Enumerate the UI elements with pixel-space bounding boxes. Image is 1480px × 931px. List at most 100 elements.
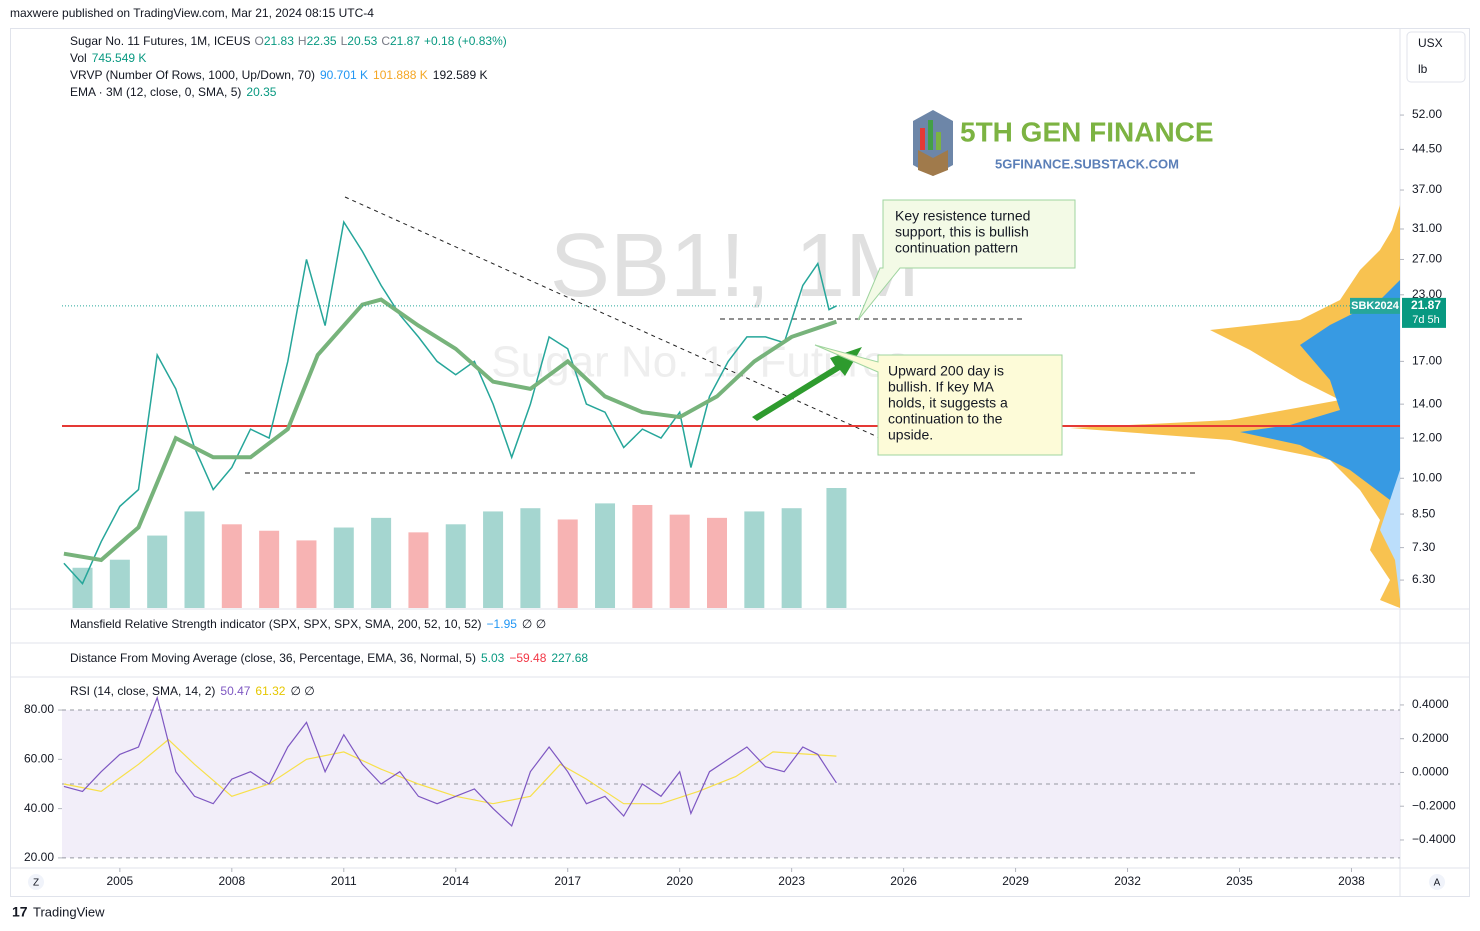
volume-bar [371,517,392,608]
volume-bar [72,567,93,608]
logo-name: 5TH GEN FINANCE [960,116,1214,147]
y-tick-label: 37.00 [1412,182,1442,196]
y-tick-label: 52.00 [1412,107,1442,121]
y-tick-label: 17.00 [1412,354,1442,368]
callout-line: support, this is bullish [895,224,1029,240]
y-tick-label: 44.50 [1412,142,1442,156]
rsi-line [63,695,837,827]
logo-icon [913,110,953,176]
y-tick-label: 10.00 [1412,470,1442,484]
y-tick-label: 12.00 [1412,430,1442,444]
volume-bar [333,527,354,608]
contract-tag [1350,297,1400,314]
y2-tick-label: 0.4000 [1412,697,1449,711]
axis-button[interactable] [28,874,44,890]
contract-label: SBK2024 [1351,300,1400,312]
volume-bar [296,540,317,608]
volume-bar [520,508,541,608]
callout-line: continuation pattern [895,240,1018,256]
indicator-title: Distance From Moving Average (close, 36,… [70,651,588,665]
x-tick-label: 2026 [890,874,917,888]
x-tick-label: 2029 [1002,874,1029,888]
y-tick-label: 6.30 [1412,572,1436,586]
volume-bar [781,508,802,608]
volume-bar [669,514,690,608]
indicator-title: Mansfield Relative Strength indicator (S… [70,617,546,631]
footer-icon: 17 [12,904,28,920]
unit[interactable]: lb [1418,62,1428,76]
callout-line: holds, it suggests a [888,395,1008,411]
x-tick-label: 2038 [1338,874,1365,888]
y2-tick-label: −0.2000 [1412,798,1456,812]
x-tick-label: 2014 [442,874,469,888]
volume-profile [1070,205,1400,608]
footer-brand: TradingView [33,904,105,919]
y-tick-label: 7.30 [1412,540,1436,554]
axis-button[interactable] [1429,874,1445,890]
y-tick-label: 31.00 [1412,221,1442,235]
ema-line [63,297,838,563]
price-pane: 52.00 44.50 37.00 31.00 27.00 23.00 17.00 14.00… [24,107,1456,888]
countdown: 7d 5h [1412,314,1440,326]
volume-bar [483,511,504,608]
volume-bar [184,511,205,608]
volume-bar [744,511,765,608]
frame [10,28,1470,897]
volume-bar [147,535,168,608]
callout-line: bullish. If key MA [888,379,994,395]
unit-box[interactable] [1406,31,1466,83]
y-tick-label: 20.00 [24,850,54,864]
currency[interactable]: USX [1418,36,1443,50]
legend-vrvp: VRVP (Number Of Rows, 1000, Up/Down, 70)… [70,68,487,82]
x-tick-label: 2008 [218,874,245,888]
arrow [752,347,862,421]
y-tick-label: 8.50 [1412,506,1436,520]
logo-url: 5GFINANCE.SUBSTACK.COM [995,156,1179,171]
volume-bar [632,504,653,608]
axis-button-label[interactable]: A [1434,878,1441,889]
volume-bar [408,532,429,608]
y-tick-label: 27.00 [1412,252,1442,266]
x-tick-label: 2020 [666,874,693,888]
x-tick-label: 2017 [554,874,581,888]
callout [857,199,1076,321]
x-tick-label: 2011 [331,874,357,888]
legend-vol: Vol 745.549 K [70,51,146,65]
volume-bar [707,517,728,608]
volume-bar [259,530,280,608]
axis-button-label[interactable]: Z [33,878,39,889]
callout-line: Key resistence turned [895,208,1030,224]
volume-bar [595,503,616,608]
volume-bar [109,559,130,608]
volume-bar [557,519,578,608]
indicator-title: RSI (14, close, SMA, 14, 2) 50.47 61.32 ∅ ∅ [70,684,315,698]
callout-line: Upward 200 day is [888,363,1004,379]
volume-bar [826,488,847,608]
callout-line: upside. [888,427,933,443]
legend-symbol: Sugar No. 11 Futures, 1M, ICEUS O21.83 H22… [70,34,507,48]
y-tick-label: 23.00 [1412,287,1442,301]
legend-ema: EMA · 3M (12, close, 0, SMA, 5) 20.35 [70,85,277,99]
y-tick-label: 40.00 [24,801,54,815]
publisher: maxwere published on TradingView.com, Ma… [10,6,374,20]
y-tick-label: 60.00 [24,752,54,766]
y-tick-label: 80.00 [24,702,54,716]
price-tag [1402,297,1446,328]
price-label: 21.87 [1411,298,1441,312]
x-tick-label: 2035 [1226,874,1253,888]
x-tick-label: 2032 [1114,874,1141,888]
y-tick-label: 14.00 [1412,396,1442,410]
callout [814,344,1063,456]
volume-bar [221,524,242,608]
callout-line: continuation to the [888,411,1003,427]
watermark-symbol: SB1!, 1M [550,216,920,316]
x-tick-label: 2005 [106,874,133,888]
y2-tick-label: 0.2000 [1412,731,1449,745]
price-line [63,219,837,585]
volume-bar [445,524,466,608]
x-tick-label: 2023 [778,874,805,888]
y2-tick-label: 0.0000 [1412,765,1449,779]
y2-tick-label: −0.4000 [1412,832,1456,846]
